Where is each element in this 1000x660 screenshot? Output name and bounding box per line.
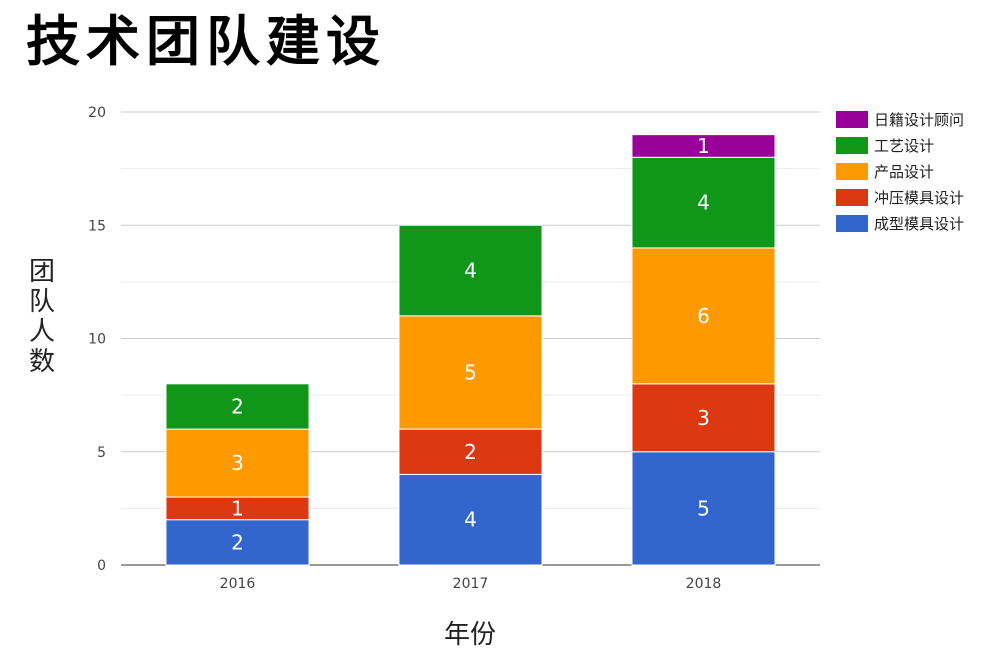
bar-segment (398, 315, 543, 430)
data-label: 2 (231, 530, 244, 554)
legend-label: 冲压模具设计 (874, 189, 964, 207)
y-tick-label: 0 (97, 558, 106, 574)
x-tick-label: 2017 (453, 576, 489, 592)
bar-segment (165, 383, 310, 430)
bar-segment (631, 156, 776, 249)
legend-label: 日籍设计顾问 (874, 111, 964, 129)
data-labels: 2 1 3 2 4 2 5 4 5 3 6 4 1 (231, 134, 710, 554)
data-label: 4 (464, 508, 477, 532)
bar-segment (631, 134, 776, 158)
data-label: 5 (697, 496, 710, 520)
bar-segment (631, 247, 776, 385)
legend-label: 产品设计 (874, 163, 934, 181)
y-tick-labels: 0 5 10 15 20 (88, 105, 106, 574)
x-tick-label: 2016 (220, 576, 256, 592)
y-tick-label: 20 (88, 105, 106, 121)
bar-segment (631, 451, 776, 566)
x-axis-title: 年份 (444, 620, 496, 650)
data-label: 6 (697, 304, 710, 328)
data-label: 4 (464, 259, 477, 283)
bar-segment (398, 224, 543, 317)
data-label: 4 (697, 191, 710, 215)
data-label: 3 (231, 451, 244, 475)
x-tick-labels: 2016 2017 2018 (220, 576, 722, 592)
legend-swatch (836, 215, 868, 232)
bars (165, 134, 776, 566)
y-tick-label: 15 (88, 218, 106, 234)
y-tick-label: 5 (97, 445, 106, 461)
data-label: 2 (464, 440, 477, 464)
data-label: 1 (697, 134, 710, 158)
bar-segment (165, 428, 310, 498)
legend-label: 成型模具设计 (874, 215, 964, 233)
data-label: 3 (697, 406, 710, 430)
data-label: 5 (464, 360, 477, 384)
chart-title: 技术团队建设 (26, 10, 386, 73)
data-label: 1 (231, 496, 244, 520)
legend-swatch (836, 189, 868, 206)
bar-segment (398, 428, 543, 475)
bar-segment (165, 519, 310, 566)
legend-swatch (836, 137, 868, 154)
y-tick-label: 10 (88, 332, 106, 348)
x-tick-label: 2018 (686, 576, 722, 592)
legend-swatch (836, 163, 868, 180)
y-axis-title: 团队人数 (29, 257, 55, 377)
data-label: 2 (231, 394, 244, 418)
legend-label: 工艺设计 (874, 137, 934, 155)
legend-swatch (836, 111, 868, 128)
